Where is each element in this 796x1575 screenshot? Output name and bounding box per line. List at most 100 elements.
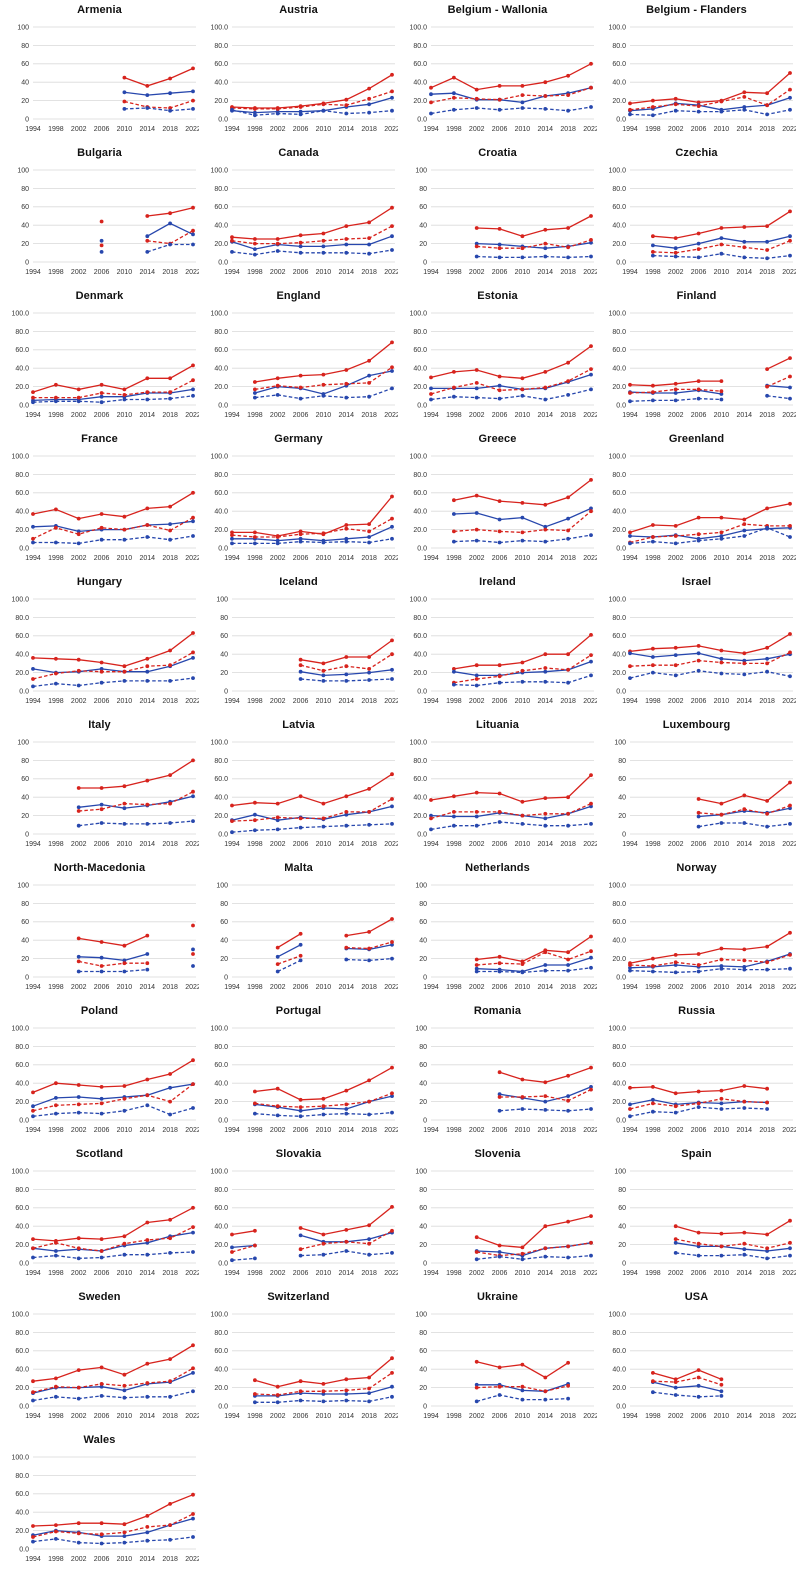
y-tick-label: 80 [618, 1187, 626, 1194]
x-tick-label: 2014 [338, 1270, 354, 1277]
series-blue-dashed [76, 819, 195, 828]
series-red-solid [628, 1084, 769, 1096]
y-tick-label: 40.0 [612, 1081, 626, 1088]
y-tick-label: 100 [415, 1168, 427, 1175]
y-tick-label: 80.0 [214, 758, 228, 765]
x-tick-label: 2022 [583, 1413, 597, 1420]
y-tick-label: 80 [419, 1187, 427, 1194]
chart-lituania: Lituania 0.0 20.0 40.0 60.0 80.0 100.0 1994 1998… [398, 715, 597, 858]
y-tick-label: 40.0 [413, 652, 427, 659]
y-tick-label: 40.0 [413, 509, 427, 516]
y-tick-label: 80.0 [15, 1473, 29, 1480]
chart-plot: 0 20 40 60 80 100 1994 1998 2002 2006 2010 2014 2018… [415, 1311, 597, 1420]
x-tick-label: 1994 [423, 1413, 439, 1420]
y-tick-label: 0.0 [417, 688, 427, 695]
x-tick-label: 2022 [782, 269, 796, 276]
series-blue-dashed [429, 105, 593, 116]
chart-england: England 0.0 20.0 40.0 60.0 80.0 100.0 1994 1998 2… [199, 286, 398, 429]
series-red-solid [31, 1205, 195, 1243]
x-tick-label: 1994 [423, 555, 439, 562]
x-tick-label: 2018 [162, 984, 178, 991]
x-tick-label: 2006 [293, 1127, 309, 1134]
x-tick-label: 2014 [537, 412, 553, 419]
x-tick-label: 2018 [759, 984, 775, 991]
x-tick-label: 2022 [185, 555, 199, 562]
x-tick-label: 1998 [247, 1413, 263, 1420]
chart-title: Denmark [75, 290, 124, 302]
x-tick-label: 2002 [71, 698, 87, 705]
y-tick-label: 40 [419, 223, 427, 230]
y-tick-label: 40 [220, 938, 228, 945]
chart-plot: 0.0 20.0 40.0 60.0 80.0 100.0 1994 1998 2002 2006… [608, 167, 796, 276]
y-tick-label: 80.0 [214, 1330, 228, 1337]
x-tick-label: 2022 [384, 412, 398, 419]
series-red-dashed [31, 515, 195, 541]
x-tick-label: 2022 [185, 1413, 199, 1420]
x-tick-label: 2018 [560, 269, 576, 276]
series-blue-dashed [474, 965, 593, 975]
x-tick-label: 2002 [71, 412, 87, 419]
series-red-dashed [298, 652, 394, 673]
chart-plot: 0.0 20.0 40.0 60.0 80.0 100.0 1994 1998 2002 2006… [409, 453, 597, 562]
y-tick-label: 100.0 [409, 24, 427, 31]
x-tick-label: 2006 [293, 126, 309, 133]
y-tick-label: 20 [21, 813, 29, 820]
y-tick-label: 60.0 [413, 633, 427, 640]
x-tick-label: 1998 [247, 1127, 263, 1134]
y-tick-label: 20.0 [214, 98, 228, 105]
x-tick-label: 2002 [469, 1413, 485, 1420]
x-tick-label: 1998 [247, 412, 263, 419]
chart-north-macedonia: North-Macedonia 0 20 40 60 80 100 1994 1998 2002 2… [0, 858, 199, 1001]
y-tick-label: 20.0 [612, 527, 626, 534]
x-tick-label: 2018 [162, 555, 178, 562]
y-tick-label: 80.0 [612, 615, 626, 622]
x-tick-label: 2010 [316, 269, 332, 276]
x-tick-label: 2022 [583, 555, 597, 562]
y-tick-label: 100.0 [608, 1025, 626, 1032]
x-tick-label: 2018 [560, 841, 576, 848]
y-tick-label: 60 [220, 633, 228, 640]
series-blue-dashed [474, 1253, 593, 1262]
chart-portugal: Portugal 0.0 20.0 40.0 60.0 80.0 100.0 1994 1998… [199, 1001, 398, 1144]
x-tick-label: 1998 [645, 269, 661, 276]
y-tick-label: 60.0 [214, 1205, 228, 1212]
x-tick-label: 2022 [583, 841, 597, 848]
series-blue-dashed [497, 1107, 593, 1113]
series-blue-dashed [474, 1393, 570, 1404]
chart-title: Belgium - Wallonia [447, 4, 548, 16]
x-tick-label: 2014 [338, 1413, 354, 1420]
x-tick-label: 2002 [71, 1556, 87, 1563]
y-tick-label: 100 [216, 882, 228, 889]
x-tick-label: 2014 [139, 126, 155, 133]
x-tick-label: 2018 [361, 698, 377, 705]
x-tick-label: 2006 [293, 269, 309, 276]
chart-title: Lituania [476, 719, 519, 731]
y-tick-label: 20.0 [612, 241, 626, 248]
y-tick-label: 80 [419, 186, 427, 193]
series-blue-solid [452, 506, 593, 529]
series-blue-dashed [628, 393, 792, 404]
x-tick-label: 2010 [714, 1270, 730, 1277]
x-tick-label: 2018 [759, 126, 775, 133]
x-tick-label: 2010 [316, 841, 332, 848]
series-blue-dashed [275, 956, 394, 974]
y-tick-label: 80.0 [413, 329, 427, 336]
x-tick-label: 2006 [492, 269, 508, 276]
y-tick-label: 0.0 [19, 1403, 29, 1410]
chart-belgium-flanders: Belgium - Flanders 0.0 20.0 40.0 60.0 80.0 100… [597, 0, 796, 143]
y-tick-label: 60.0 [413, 490, 427, 497]
x-tick-label: 2010 [316, 412, 332, 419]
series-blue-solid [31, 1516, 195, 1538]
x-tick-label: 2006 [691, 555, 707, 562]
chart-title: Ukraine [476, 1291, 519, 1303]
x-tick-label: 1994 [224, 555, 240, 562]
x-tick-label: 2006 [94, 1413, 110, 1420]
chart-title: Latvia [282, 719, 315, 731]
series-blue-solid [76, 947, 195, 963]
y-tick-label: 40 [419, 1367, 427, 1374]
series-red-solid [628, 501, 792, 535]
series-red-dashed [474, 949, 593, 967]
y-tick-label: 60 [21, 776, 29, 783]
x-tick-label: 1994 [224, 841, 240, 848]
y-tick-label: 100.0 [11, 1311, 29, 1318]
